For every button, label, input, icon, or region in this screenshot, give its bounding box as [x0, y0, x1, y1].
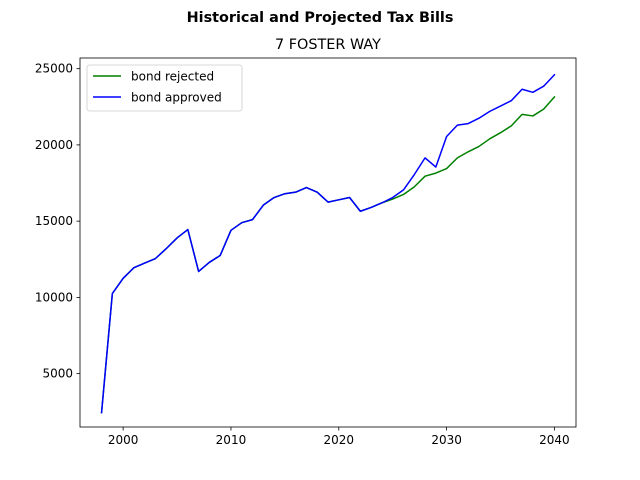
x-tick-label: 2000	[108, 433, 139, 447]
axes-frame	[79, 57, 577, 428]
y-tick-label: 5000	[42, 367, 73, 381]
legend: bond rejected bond approved	[86, 64, 243, 112]
chart-title: 7 FOSTER WAY	[275, 37, 381, 53]
y-tick-label: 20000	[35, 138, 73, 152]
legend-frame	[86, 64, 243, 112]
x-tick-label: 2030	[431, 433, 462, 447]
y-tick-label: 25000	[35, 62, 73, 76]
series-line-bond-approved	[100, 73, 556, 414]
x-tick-label: 2040	[539, 433, 570, 447]
legend-label: bond approved	[131, 91, 222, 105]
x-tick-label: 2010	[216, 433, 247, 447]
y-tick-label: 15000	[35, 214, 73, 228]
plot-area: 2000 2010 2020 2030 2040 5000 10000 15000 20000 2…	[35, 57, 577, 447]
chart-suptitle: Historical and Projected Tax Bills	[187, 10, 454, 26]
x-tick-label: 2020	[324, 433, 355, 447]
legend-label: bond rejected	[131, 70, 214, 84]
y-tick-label: 10000	[35, 290, 73, 304]
